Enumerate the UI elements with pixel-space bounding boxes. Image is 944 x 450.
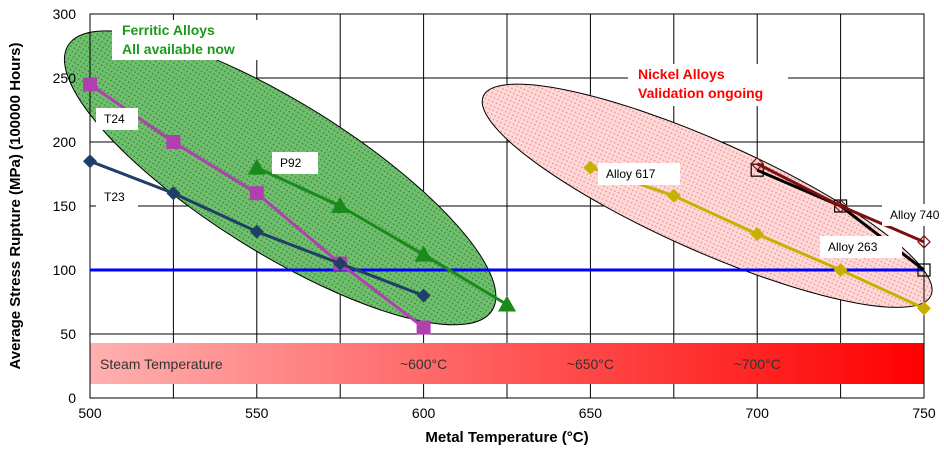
data-point xyxy=(917,263,931,277)
data-point xyxy=(583,160,598,175)
annotation-line: Nickel Alloys xyxy=(638,66,725,82)
y-axis-title: Average Stress Rupture (MPa) (100000 Hou… xyxy=(7,42,24,369)
data-point xyxy=(166,186,181,201)
data-point xyxy=(833,263,848,277)
data-point xyxy=(331,197,350,213)
steam-band-label: Steam Temperature xyxy=(100,356,223,372)
series-alloy-740 xyxy=(750,156,931,249)
series-label: P92 xyxy=(272,152,318,174)
nickel-alloys-annotation: Nickel Alloys Validation ongoing xyxy=(628,64,788,106)
data-point xyxy=(416,320,431,335)
steam-temperature-band: Steam Temperature ~600°C ~650°C ~700°C xyxy=(90,343,924,384)
data-point xyxy=(249,224,264,239)
series-labels: T24 T23 P92 Alloy 617 Alloy 263 Alloy 740 xyxy=(96,108,944,258)
series-label: T23 xyxy=(96,186,138,208)
annotation-line: Validation ongoing xyxy=(638,85,763,101)
series-label: Alloy 740 xyxy=(882,204,944,226)
y-tick-label: 250 xyxy=(53,70,77,86)
data-point xyxy=(917,301,931,316)
series-label-box xyxy=(598,163,680,185)
series-label-text: T23 xyxy=(104,190,125,204)
y-tick-label: 150 xyxy=(53,198,77,214)
series-label-box xyxy=(272,152,318,174)
steam-band-mark: ~650°C xyxy=(567,356,614,372)
series-t23 xyxy=(83,154,431,303)
series-label-text: Alloy 740 xyxy=(890,208,940,222)
y-tick-label: 100 xyxy=(53,262,77,278)
nickel-alloys-region xyxy=(481,83,933,308)
y-tick-label: 200 xyxy=(53,134,77,150)
series-label-text: Alloy 263 xyxy=(828,240,878,254)
x-axis-title: Metal Temperature (°C) xyxy=(425,429,588,446)
annotation-line: Ferritic Alloys xyxy=(122,22,215,38)
axis-ticks: 500 550 600 650 700 750 0 50 100 150 200 250 300 xyxy=(53,6,936,421)
series-label: T24 xyxy=(96,108,138,130)
data-point xyxy=(83,154,97,169)
series-label-box xyxy=(96,186,138,208)
x-tick-label: 500 xyxy=(78,405,102,421)
y-tick-label: 0 xyxy=(68,390,76,406)
series-label-text: Alloy 617 xyxy=(606,167,656,181)
series-label-box xyxy=(96,108,138,130)
annotation-line: All available now xyxy=(122,41,235,57)
series-p92 xyxy=(247,158,516,312)
x-tick-label: 700 xyxy=(746,405,770,421)
data-point xyxy=(917,234,931,249)
data-point xyxy=(833,199,848,213)
y-tick-label: 50 xyxy=(60,326,76,342)
annotation-box xyxy=(628,64,788,106)
steam-band-mark: ~700°C xyxy=(734,356,781,372)
annotation-box xyxy=(112,20,274,60)
series-label-box xyxy=(882,204,944,226)
ferritic-alloys-annotation: Ferritic Alloys All available now xyxy=(112,20,274,60)
data-series xyxy=(83,77,931,335)
series-label-text: P92 xyxy=(280,156,302,170)
x-tick-label: 550 xyxy=(245,405,269,421)
data-point xyxy=(247,158,266,175)
data-point xyxy=(750,227,765,242)
series-label: Alloy 263 xyxy=(820,236,902,258)
series-label: Alloy 617 xyxy=(598,163,680,185)
data-point xyxy=(416,288,431,303)
data-point xyxy=(249,186,264,201)
x-tick-label: 650 xyxy=(579,405,603,421)
data-point xyxy=(498,295,516,312)
data-point xyxy=(83,77,97,92)
y-tick-label: 300 xyxy=(53,6,77,22)
data-point xyxy=(333,256,348,271)
series-label-text: T24 xyxy=(104,112,125,126)
series-label-box xyxy=(820,236,902,258)
series-line xyxy=(256,166,508,306)
data-point xyxy=(166,135,181,149)
data-point xyxy=(666,188,681,203)
steam-band-mark: ~600°C xyxy=(400,356,447,372)
series-line xyxy=(756,162,925,244)
steam-band-bar xyxy=(90,343,924,384)
data-point xyxy=(414,245,433,262)
group-annotations: Ferritic Alloys All available now Nickel A… xyxy=(112,20,788,106)
x-tick-label: 750 xyxy=(912,405,936,421)
data-point xyxy=(750,156,765,171)
series-alloy-617 xyxy=(583,160,931,316)
x-tick-label: 600 xyxy=(412,405,436,421)
